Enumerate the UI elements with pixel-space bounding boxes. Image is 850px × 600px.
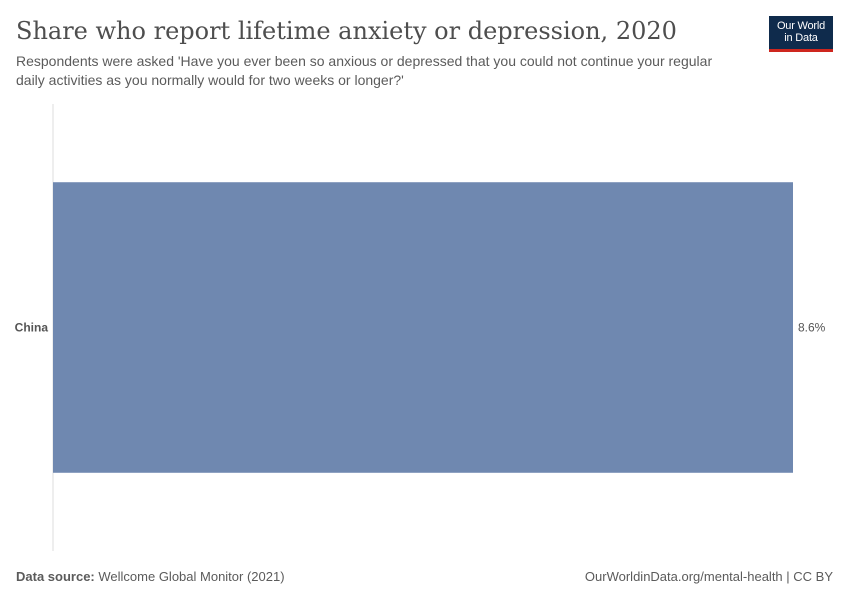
category-label: China [15, 321, 49, 335]
logo-line-2: in Data [784, 32, 818, 44]
data-source-label: Data source: [16, 569, 95, 584]
bar-china [53, 182, 793, 473]
value-label: 8.6% [798, 321, 826, 335]
chart-subtitle: Respondents were asked 'Have you ever be… [16, 53, 713, 88]
chart-title: Share who report lifetime anxiety or dep… [16, 17, 677, 45]
logo-line-1: Our World [776, 20, 826, 32]
data-source: Data source: Wellcome Global Monitor (20… [16, 568, 285, 586]
owid-logo[interactable]: Our World in Data [769, 16, 833, 52]
owid-link[interactable]: OurWorldinData.org/mental-health | CC BY [584, 569, 833, 584]
data-source-link[interactable]: Wellcome Global Monitor (2021) [98, 569, 285, 584]
